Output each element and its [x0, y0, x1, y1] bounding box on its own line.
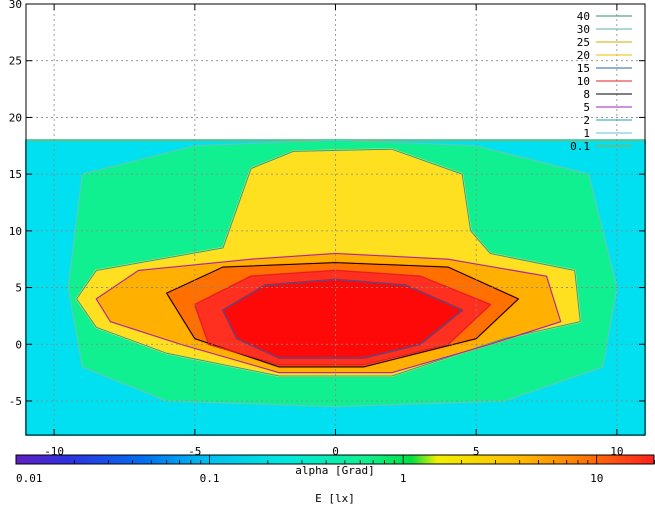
legend-label: 0.1: [570, 140, 590, 153]
legend-label: 1: [583, 127, 590, 140]
colorbar: 0.01 0.1 1 10: [15, 454, 655, 485]
colorbar-tick-label: 1: [400, 472, 407, 485]
y-tick-label: 0: [15, 338, 22, 351]
contour-line-5: [95, 253, 562, 374]
y-tick-label: 20: [9, 111, 22, 124]
y-tick-label: -5: [9, 395, 22, 408]
legend-label: 25: [577, 36, 590, 49]
legend-label: 40: [577, 10, 590, 23]
legend-label: 10: [577, 75, 590, 88]
y-tick-label: 15: [9, 168, 22, 181]
legend-label: 30: [577, 23, 590, 36]
contour-line-15: [222, 279, 463, 359]
y-tick-label: 25: [9, 55, 22, 68]
heatmap-area: [25, 139, 646, 436]
legend-label: 15: [577, 62, 590, 75]
colorbar-label: alpha [Grad]: [295, 464, 374, 477]
colorbar-xlabel: E [lx]: [315, 492, 355, 505]
x-tick-label: 5: [473, 445, 480, 458]
y-tick-label: 10: [9, 225, 22, 238]
colorbar-tick-label: 0.01: [16, 472, 43, 485]
contour-line-2: [76, 148, 581, 377]
colorbar-tick-label: 0.1: [200, 472, 220, 485]
y-tick-label: 30: [9, 0, 22, 11]
legend-label: 2: [583, 114, 590, 127]
legend-label: 8: [583, 88, 590, 101]
x-tick-label: 0: [332, 445, 339, 458]
y-tick-label: 5: [15, 282, 22, 295]
legend-label: 5: [583, 101, 590, 114]
colorbar-gradient: [15, 454, 655, 465]
legend-label: 20: [577, 49, 590, 62]
contour-line-10: [194, 270, 491, 366]
colorbar-tick-label: 10: [590, 472, 603, 485]
